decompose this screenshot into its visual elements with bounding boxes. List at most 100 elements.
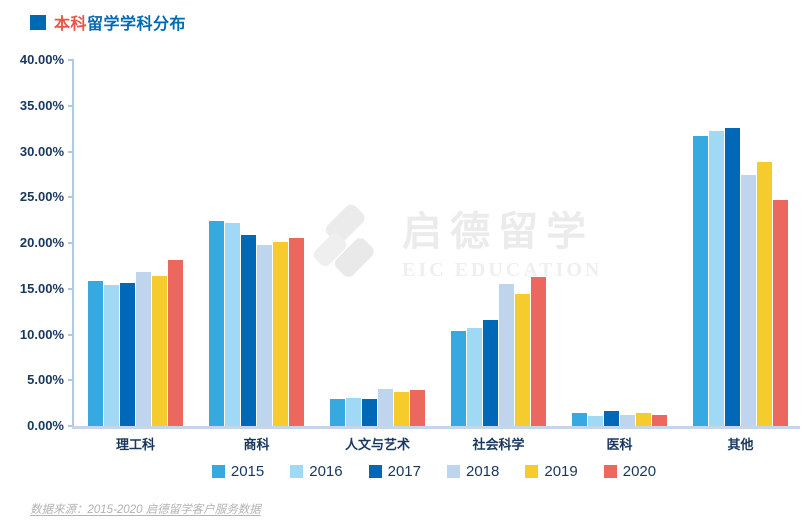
x-tick-label-5: 医科 — [606, 437, 633, 452]
bar-2016-category-3 — [346, 397, 361, 426]
y-tick-mark — [68, 150, 73, 153]
bar-2015-category-1 — [88, 280, 103, 426]
y-tick-mark — [68, 196, 73, 199]
legend-item-2020: 2020 — [603, 463, 657, 480]
bar-2018-category-1 — [136, 272, 151, 426]
y-tick-mark — [68, 242, 73, 244]
bar-2015-category-3 — [330, 399, 345, 426]
bar-group-5 — [572, 60, 667, 426]
legend-label-2017: 2017 — [387, 463, 421, 480]
page-title-prefix: 本科 — [54, 16, 88, 33]
legend-item-2017: 2017 — [368, 463, 421, 480]
bar-2020-category-4 — [531, 276, 546, 426]
watermark-en: EIC EDUCATION — [402, 258, 603, 281]
x-axis-labels: 理工科 商科 人文与艺术 社会科学 医科 其他 — [73, 434, 795, 453]
bar-2018-category-4 — [499, 284, 514, 426]
legend-item-2019: 2019 — [525, 463, 578, 480]
bar-group-4 — [451, 60, 546, 426]
bar-2019-category-5 — [636, 413, 651, 426]
legend-item-2018: 2018 — [447, 463, 499, 480]
legend-swatch-2018 — [447, 465, 460, 478]
bar-2015-category-4 — [451, 330, 466, 426]
legend-label-2018: 2018 — [466, 463, 500, 480]
legend-swatch-2019 — [525, 465, 539, 478]
y-tick-label: 15.00% — [19, 280, 64, 296]
bar-2015-category-5 — [572, 413, 587, 426]
bar-2020-category-3 — [410, 390, 425, 426]
bar-2019-category-2 — [273, 242, 288, 426]
y-tick-mark — [68, 59, 73, 61]
x-tick-label-1: 理工科 — [115, 437, 155, 452]
legend-label-2019: 2019 — [544, 463, 578, 480]
bar-2016-category-4 — [467, 328, 482, 426]
plot-area — [73, 60, 795, 426]
y-tick-label: 10.00% — [19, 326, 64, 342]
x-tick-label-3: 人文与艺术 — [344, 437, 410, 452]
bar-2017-category-3 — [362, 399, 377, 426]
bar-2019-category-1 — [152, 275, 167, 426]
y-tick-mark — [68, 425, 73, 427]
bar-2016-category-5 — [588, 415, 603, 426]
bar-2017-category-5 — [604, 411, 619, 426]
x-axis-line — [72, 426, 800, 429]
y-tick-label: 20.00% — [19, 235, 64, 250]
bar-group-1 — [88, 60, 183, 426]
bar-2018-category-6 — [741, 175, 756, 426]
y-tick-mark — [68, 379, 73, 382]
legend-swatch-2017 — [368, 465, 382, 478]
bar-2017-category-4 — [483, 319, 498, 426]
bar-2018-category-3 — [378, 388, 393, 426]
y-tick-label: 40.00% — [19, 52, 64, 67]
y-tick-label: 30.00% — [19, 143, 64, 159]
bar-2020-category-5 — [652, 415, 667, 426]
legend: 2015 2016 2017 2018 2019 2020 — [73, 463, 795, 480]
legend-label-2015: 2015 — [230, 463, 265, 480]
legend-swatch-2015 — [211, 465, 225, 478]
watermark-text: 启德留学 EIC EDUCATION — [402, 199, 602, 282]
legend-swatch-2020 — [603, 465, 617, 478]
source-note: 数据来源：2015-2020 启德留学客户服务数据 — [30, 504, 261, 516]
x-tick-label-4: 社会科学 — [472, 437, 525, 452]
y-tick-label: 35.00% — [19, 97, 64, 113]
bar-2020-category-6 — [773, 200, 788, 426]
bar-2019-category-3 — [394, 392, 409, 426]
y-tick-mark — [68, 287, 73, 290]
bar-2015-category-2 — [209, 221, 224, 426]
legend-swatch-2016 — [290, 465, 304, 478]
bar-2020-category-1 — [168, 260, 183, 426]
y-tick-mark — [68, 333, 73, 336]
bar-2018-category-5 — [620, 415, 635, 426]
y-tick-label: 5.00% — [27, 372, 64, 388]
y-axis-line — [72, 59, 74, 427]
watermark-cn: 启德留学 — [402, 209, 594, 254]
bar-2017-category-6 — [725, 127, 740, 426]
bar-2015-category-6 — [693, 135, 708, 426]
x-tick-label-6: 其他 — [727, 437, 754, 452]
x-tick-label-2: 商科 — [243, 437, 270, 452]
bar-2019-category-4 — [515, 294, 530, 426]
bar-2020-category-2 — [289, 237, 304, 426]
bar-2016-category-6 — [709, 131, 724, 426]
watermark: 启德留学 EIC EDUCATION — [310, 198, 602, 282]
y-tick-label: 25.00% — [19, 189, 64, 205]
y-tick-mark — [68, 104, 73, 107]
bar-2018-category-2 — [257, 244, 272, 426]
bar-2016-category-1 — [104, 285, 119, 426]
bar-2016-category-2 — [225, 222, 240, 426]
eic-logo-icon — [313, 204, 374, 277]
legend-item-2016: 2016 — [290, 463, 343, 480]
bar-2017-category-1 — [120, 283, 135, 426]
page-title: 本科留学学科分布 — [54, 10, 186, 34]
y-tick-label: 0.00% — [27, 418, 64, 433]
bar-group-6 — [693, 60, 788, 426]
legend-label-2020: 2020 — [622, 463, 657, 480]
legend-item-2015: 2015 — [211, 463, 265, 480]
bar-group-2 — [209, 60, 304, 426]
title-bullet-icon — [30, 14, 46, 30]
page-title-rest: 留学学科分布 — [87, 16, 187, 33]
chart-title-row: 本科留学学科分布 — [30, 10, 186, 34]
bar-2017-category-2 — [241, 234, 256, 426]
bar-2019-category-6 — [757, 162, 772, 426]
bar-group-3 — [330, 60, 425, 426]
